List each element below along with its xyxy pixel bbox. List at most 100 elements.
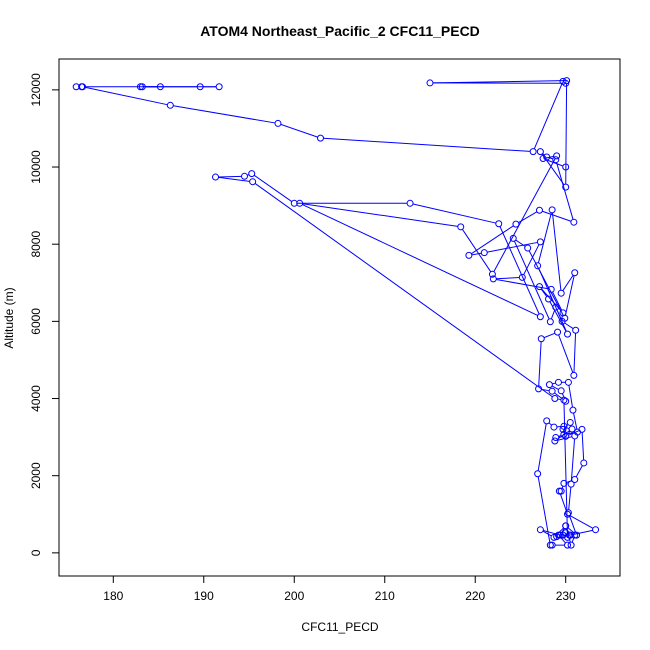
data-point	[570, 218, 578, 226]
data-point	[547, 285, 555, 293]
data-point	[564, 533, 572, 541]
x-tick-label: 210	[375, 589, 395, 603]
data-point	[562, 529, 570, 537]
series-segment	[558, 334, 574, 373]
data-point	[512, 220, 520, 228]
data-point	[546, 541, 554, 549]
series-segment	[323, 137, 531, 152]
data-point	[457, 223, 465, 231]
data-point	[136, 83, 144, 91]
data-point	[573, 531, 581, 539]
data-point	[558, 317, 566, 325]
data-point	[495, 220, 503, 228]
series-segment	[549, 157, 554, 160]
series-segment	[254, 183, 553, 398]
data-point	[571, 531, 579, 539]
series-segment	[573, 333, 577, 373]
data-point	[560, 396, 568, 404]
series-segment	[568, 515, 577, 533]
x-tick-label: 190	[194, 589, 214, 603]
series-segment	[551, 212, 562, 291]
series-segment	[538, 268, 567, 332]
y-axis: 0 2000 4000 6000 8000 10000 12000	[29, 73, 60, 556]
data-point	[215, 83, 223, 91]
data-point	[537, 335, 545, 343]
data-point	[535, 283, 543, 291]
data-point	[535, 206, 543, 214]
series-segment	[537, 212, 552, 264]
series-segment	[573, 412, 578, 430]
data-point	[539, 155, 547, 163]
series-segment	[471, 225, 514, 255]
series-segment	[571, 537, 575, 543]
series-segment	[563, 403, 568, 535]
data-point	[290, 199, 298, 207]
data-point	[248, 170, 256, 178]
data-point	[536, 238, 544, 246]
y-tick-label: 0	[29, 549, 43, 556]
data-point	[536, 148, 544, 156]
data-point	[518, 273, 526, 281]
series-segment	[280, 123, 318, 138]
data-point	[552, 303, 560, 311]
y-tick-label: 2000	[29, 462, 43, 489]
series-segment	[302, 203, 458, 227]
data-point	[196, 83, 204, 91]
data-point	[571, 269, 579, 277]
series-segment	[568, 533, 572, 535]
chart-title: ATOM4 Northeast_Pacific_2 CFC11_PECD	[200, 23, 480, 39]
data-point	[552, 433, 560, 441]
data-point	[570, 371, 578, 379]
series-segment	[461, 229, 492, 273]
data-point	[564, 330, 572, 338]
data-point	[465, 251, 473, 259]
series-segment	[550, 309, 556, 320]
data-point	[571, 476, 579, 484]
series-segment	[564, 322, 574, 330]
series-segment	[569, 515, 594, 529]
series-segment	[564, 275, 575, 316]
series-line-layer	[79, 80, 594, 546]
series-segment	[523, 244, 540, 275]
series-segment	[432, 80, 564, 84]
data-point	[529, 148, 537, 156]
series-segment	[581, 432, 585, 460]
data-point	[551, 437, 559, 445]
series-segment	[551, 385, 559, 390]
series-segment	[302, 204, 538, 316]
data-point	[488, 270, 496, 278]
data-point	[545, 295, 553, 303]
data-point	[296, 199, 304, 207]
data-point	[554, 378, 562, 386]
data-point	[548, 387, 556, 395]
series-segment	[496, 277, 520, 280]
series-segment	[543, 332, 555, 339]
series-segment	[538, 341, 542, 386]
series-segment	[496, 278, 549, 290]
data-point	[550, 423, 558, 431]
x-tick-label: 230	[556, 589, 576, 603]
x-tick-label: 200	[284, 589, 304, 603]
y-tick-label: 6000	[29, 308, 43, 335]
data-point	[546, 318, 554, 326]
data-point	[562, 163, 570, 171]
series-segment	[513, 240, 550, 320]
data-point	[553, 533, 561, 541]
data-point	[555, 487, 563, 495]
series-segment	[253, 174, 293, 202]
data-point	[557, 387, 565, 395]
series-segment	[471, 252, 482, 256]
data-point	[592, 526, 600, 534]
series-segment	[575, 465, 583, 478]
data-point	[524, 244, 532, 252]
series-segment	[493, 158, 556, 272]
x-axis: 180 190 200 210 220 230	[103, 575, 576, 603]
series-segment	[552, 291, 563, 311]
series-point-layer	[72, 77, 600, 549]
data-point	[138, 83, 146, 91]
data-point	[212, 173, 220, 181]
data-point	[566, 418, 574, 426]
data-point	[559, 425, 567, 433]
data-point	[536, 526, 544, 534]
series-segment	[548, 422, 552, 426]
